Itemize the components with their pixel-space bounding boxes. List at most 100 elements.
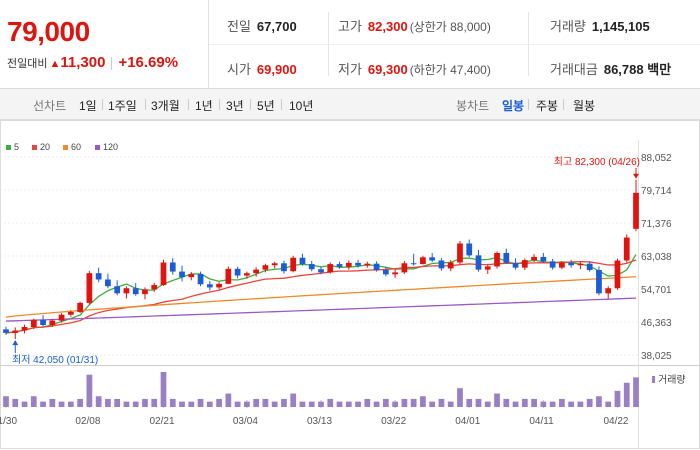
tab-10years[interactable]: 10년 (289, 99, 314, 113)
volume-bar (327, 398, 334, 407)
volume-bar (21, 401, 28, 407)
current-price: 79,000 (7, 16, 90, 47)
candle-body (132, 288, 139, 295)
candle-chart-label: 봉차트 (456, 99, 490, 113)
tab-weekly[interactable]: 주봉 (536, 99, 559, 113)
tab-1year[interactable]: 1년 (195, 99, 213, 113)
volume-bar (197, 398, 204, 407)
volume-bar (77, 398, 83, 407)
stock-summary-header: 79,000 전일대비 ▲11,300 +16.69% 전일 67,700 고가 82,… (0, 0, 700, 89)
tab-monthly[interactable]: 월봉 (573, 99, 596, 113)
candle-body (586, 263, 593, 271)
tab-3months[interactable]: 3개월 (151, 99, 180, 113)
candle-body (457, 243, 463, 263)
candle-body (225, 268, 232, 284)
candle-body (382, 270, 389, 275)
change-label: 전일대비 (7, 58, 48, 70)
tab-daily[interactable]: 일봉 (502, 99, 525, 113)
tab-divider (281, 99, 282, 110)
candle-body (336, 264, 343, 267)
x-tick-label: 01/30 (0, 416, 17, 427)
tab-1day[interactable]: 1일 (79, 99, 97, 113)
volume-bar (244, 401, 250, 407)
volume-bar (12, 398, 19, 407)
volume-bar (308, 401, 315, 407)
volume-bar (614, 390, 621, 407)
candle-body (216, 283, 222, 288)
candle-body (521, 260, 528, 268)
stat-label: 고가 (338, 19, 362, 34)
low-arrowhead (12, 340, 19, 346)
legend-label: 5 (14, 142, 20, 152)
candle-body (596, 270, 602, 294)
y-tick-label: 38,025 (641, 351, 672, 362)
volume-bar (429, 401, 436, 407)
volume-bar (234, 401, 241, 407)
tab-3years[interactable]: 3년 (226, 99, 244, 113)
candle-body (345, 262, 352, 267)
candle-body (290, 257, 297, 272)
legend-ma5: 5 (6, 142, 19, 152)
volume-bar (95, 396, 102, 407)
legend-label: 120 (103, 142, 119, 152)
stat-value: 69,300 (367, 62, 408, 77)
volume-bar (401, 398, 408, 407)
volume-bar (373, 401, 380, 407)
candle-body (253, 269, 260, 274)
candle-body (355, 262, 361, 266)
candle-body (40, 319, 46, 326)
volume-bar (262, 398, 269, 407)
stat-label: 거래량 (550, 19, 586, 34)
x-tick-label: 03/13 (307, 416, 332, 427)
lower-limit: (하한가 47,400) (409, 63, 491, 77)
candle-body (21, 326, 28, 331)
legend-ma60: 60 (63, 142, 81, 152)
ma120-line (5, 297, 637, 322)
legend-ma20: 20 (32, 142, 50, 152)
volume-bar (336, 401, 343, 407)
candle-body (49, 320, 56, 326)
volume-bar (521, 398, 528, 407)
x-tick-label: 04/11 (529, 416, 554, 427)
volume-bar (466, 398, 473, 407)
volume-bar (410, 398, 417, 407)
candle-body (142, 289, 148, 295)
candle-body (614, 260, 621, 289)
candle-body (605, 288, 612, 294)
y-tick-label: 79,714 (641, 186, 672, 197)
line-chart-label: 선차트 (33, 99, 67, 113)
volume-bar (633, 377, 639, 407)
volume-bar (188, 401, 195, 407)
volume-bar (105, 398, 111, 407)
candle-body (484, 266, 491, 270)
candle-body (95, 273, 102, 280)
candle-body (77, 302, 83, 312)
candle-body (234, 268, 241, 276)
volume-bar (568, 401, 575, 407)
stat-high: 고가 82,300 (상한가 88,000) (338, 16, 491, 35)
high-annotation: 최고 82,300 (04/26) (554, 156, 640, 168)
volume-legend-swatch (652, 376, 655, 383)
y-tick-label: 46,363 (641, 318, 672, 329)
tab-divider (250, 99, 251, 110)
volume-bar (345, 401, 352, 407)
tab-1week[interactable]: 1주일 (108, 99, 137, 113)
stock-candle-chart: 88,052 79,714 71,376 63,038 54,701 46,363 38,0… (0, 120, 700, 449)
candle-body (494, 252, 500, 267)
y-tick-label: 54,701 (641, 285, 672, 296)
candle-body (475, 255, 482, 270)
volume-bar (503, 398, 510, 407)
candle-body (373, 263, 380, 271)
tab-5years[interactable]: 5년 (257, 99, 275, 113)
y-tick-label: 88,052 (641, 153, 672, 164)
candle-body (58, 314, 65, 321)
x-tick-label: 02/21 (150, 416, 175, 427)
candle-body (160, 262, 167, 286)
candle-body (623, 237, 630, 261)
volume-bar (40, 401, 46, 407)
volume-bar (299, 401, 306, 407)
legend-swatch (32, 145, 37, 151)
volume-bar (123, 401, 130, 407)
volume-bar (577, 401, 584, 407)
volume-bar (392, 401, 398, 407)
